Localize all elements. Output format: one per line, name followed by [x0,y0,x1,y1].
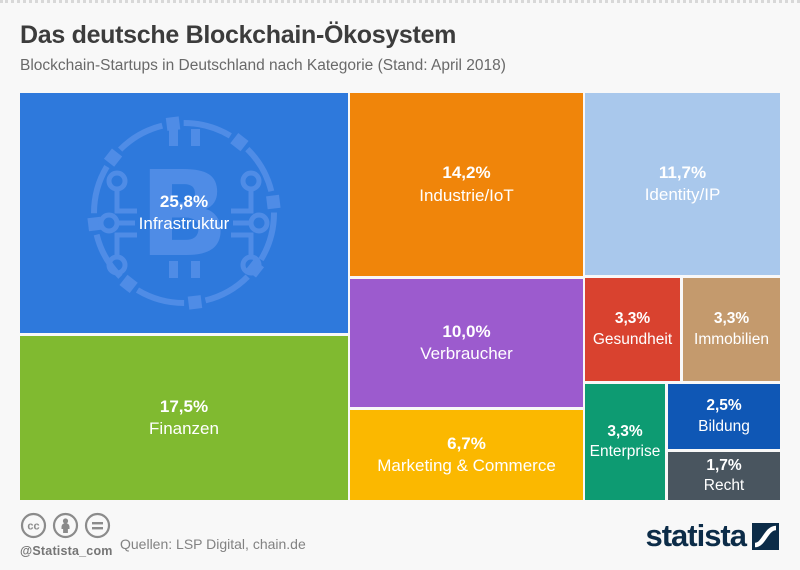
statista-logo-mark-icon [752,522,779,550]
treemap-cell-verbraucher: 10,0% Verbraucher [350,279,583,407]
sources-text: Quellen: LSP Digital, chain.de [120,536,306,552]
cell-label: Gesundheit [592,330,673,348]
twitter-handle: @Statista_com [20,544,113,558]
cell-label: Bildung [698,417,750,435]
cell-value: 1,7% [706,456,742,474]
statista-logo: statista [645,520,780,551]
cell-label: Identity/IP [644,185,721,204]
cell-value: 3,3% [713,310,750,328]
cell-label: Infrastruktur [138,214,230,233]
cell-text: 25,8% Infrastruktur [139,191,230,235]
cc-icon: cc [20,512,47,539]
footer: cc @Statista_com Quellen: LSP Digital, c… [0,508,800,570]
cell-value: 3,3% [614,310,651,328]
cell-value: 14,2% [442,163,491,183]
cell-value: 25,8% [159,191,209,211]
cell-label: Verbraucher [420,344,513,363]
license-icons: cc [20,512,111,539]
treemap-cell-industrie-iot: 14,2% Industrie/IoT [350,93,583,276]
cell-label: Recht [703,477,745,494]
cell-value: 3,3% [607,422,643,440]
treemap-cell-recht: 1,7% Recht [668,452,780,500]
treemap-cell-finanzen: 17,5% Finanzen [20,336,348,500]
treemap-cell-infrastruktur: B 25,8% Infra [20,93,348,333]
treemap-cell-identity-ip: 11,7% Identity/IP [585,93,780,275]
cell-label: Enterprise [589,443,661,460]
statista-wordmark: statista [645,518,747,553]
attribution-person-icon [52,512,79,539]
cell-value: 17,5% [159,396,209,416]
svg-text:cc: cc [27,521,39,533]
header: Das deutsche Blockchain-Ökosystem Blockc… [20,21,780,75]
treemap-cell-marketing-commerce: 6,7% Marketing & Commerce [350,410,583,500]
cell-label: Finanzen [149,419,219,438]
treemap-cell-enterprise: 3,3% Enterprise [585,384,665,500]
treemap-cell-bildung: 2,5% Bildung [668,384,780,449]
no-derivatives-icon [84,512,111,539]
cell-label: Industrie/IoT [419,185,514,205]
cell-label: Immobilien [694,330,769,348]
cell-label: Marketing & Commerce [377,456,556,475]
treemap-cell-immobilien: 3,3% Immobilien [683,278,780,381]
treemap-cell-gesundheit: 3,3% Gesundheit [585,278,680,381]
page-title: Das deutsche Blockchain-Ökosystem [20,21,457,49]
cell-value: 11,7% [658,162,707,182]
treemap-chart: B 25,8% Infra [20,93,780,500]
cell-value: 2,5% [706,397,742,415]
cell-value: 10,0% [442,321,491,341]
cell-value: 6,7% [447,433,486,453]
page-subtitle: Blockchain-Startups in Deutschland nach … [20,57,506,74]
